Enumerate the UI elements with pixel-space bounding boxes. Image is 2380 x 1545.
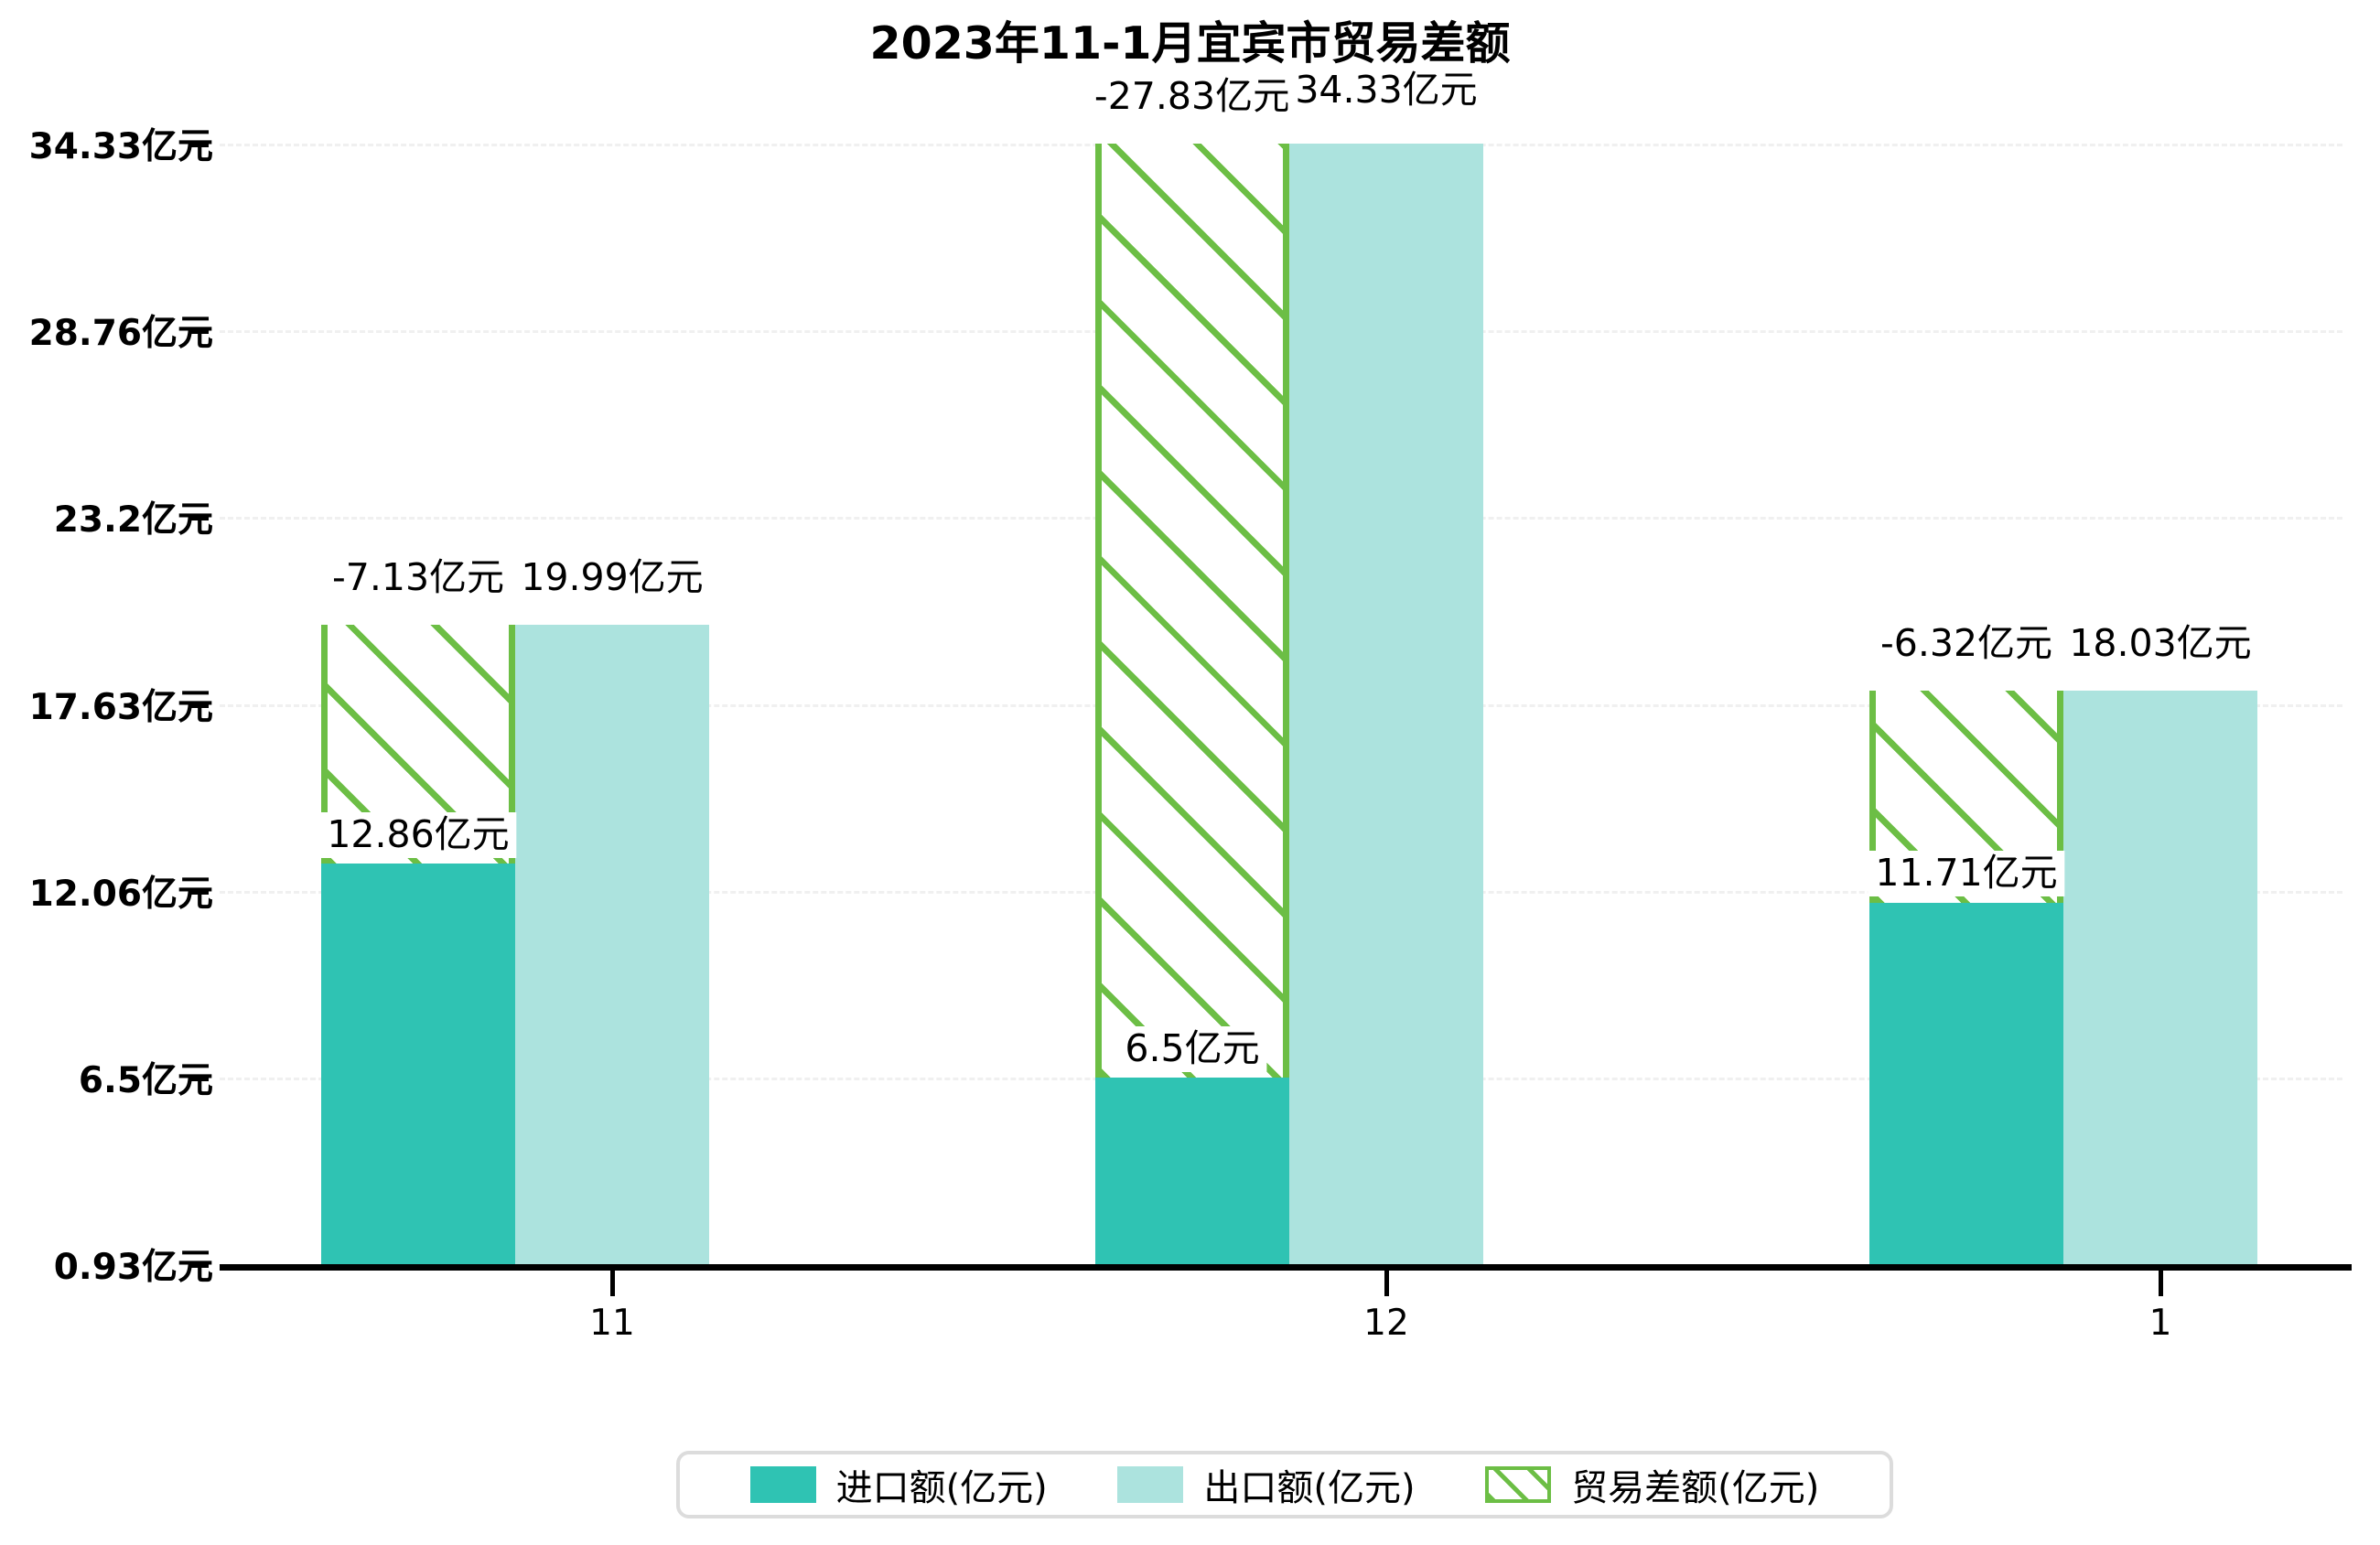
legend-label-export: 出口额(亿元) xyxy=(1203,1467,1416,1509)
plot-area: 34.33亿元 28.76亿元 23.2亿元 17.63亿元 12.06亿元 6… xyxy=(29,68,2342,1288)
x-tickmark-11 xyxy=(610,1271,615,1296)
y-tick-label-1: 28.76亿元 xyxy=(28,313,213,355)
legend-swatch-export-icon xyxy=(1117,1466,1184,1503)
x-axis-line xyxy=(220,1264,2352,1271)
bar-import-1[interactable] xyxy=(1869,902,2063,1264)
legend: 进口额(亿元) 出口额(亿元) 贸易差额(亿元) xyxy=(676,1451,1893,1518)
legend-item-diff[interactable]: 贸易差额(亿元) xyxy=(1485,1458,1819,1511)
value-label-diff-1: -6.32亿元 xyxy=(1872,621,2061,667)
legend-swatch-diff-icon xyxy=(1485,1466,1552,1503)
legend-label-import: 进口额(亿元) xyxy=(835,1467,1048,1509)
legend-item-export[interactable]: 出口额(亿元) xyxy=(1117,1458,1416,1511)
y-tick-label-0: 34.33亿元 xyxy=(28,126,213,167)
y-tick-label-3: 17.63亿元 xyxy=(28,686,213,728)
value-label-import-1: 11.71亿元 xyxy=(1868,851,2065,896)
x-tickmark-1 xyxy=(2159,1271,2163,1296)
y-tickmark xyxy=(188,890,209,895)
bar-export-1[interactable] xyxy=(2063,690,2257,1264)
y-tickmark xyxy=(188,330,209,335)
x-tick-label-12: 12 xyxy=(1363,1303,1409,1344)
bar-diff-12[interactable] xyxy=(1095,144,1289,1078)
value-label-import-11: 12.86亿元 xyxy=(319,812,517,858)
value-label-export-12: 34.33亿元 xyxy=(1287,68,1485,113)
value-label-diff-12: -27.83亿元 xyxy=(1086,74,1298,120)
legend-item-import[interactable]: 进口额(亿元) xyxy=(749,1458,1048,1511)
y-tick-label-6: 0.93亿元 xyxy=(53,1247,213,1288)
x-tickmark-12 xyxy=(1384,1271,1389,1296)
legend-label-diff: 贸易差额(亿元) xyxy=(1571,1467,1820,1509)
x-tick-label-11: 11 xyxy=(589,1303,635,1344)
value-label-diff-11: -7.13亿元 xyxy=(324,555,512,601)
value-label-import-12: 6.5亿元 xyxy=(1117,1026,1267,1072)
bar-import-11[interactable] xyxy=(321,864,515,1264)
value-label-export-11: 19.99亿元 xyxy=(513,555,711,601)
chart-title: 2023年11-1月宜宾市贸易差额 xyxy=(869,17,1511,70)
value-label-export-1: 18.03亿元 xyxy=(2062,621,2259,667)
y-tickmark xyxy=(188,703,209,708)
x-tick-label-1: 1 xyxy=(2148,1303,2172,1344)
y-tickmark xyxy=(188,1077,209,1081)
y-tick-label-5: 6.5亿元 xyxy=(78,1059,213,1101)
bar-import-12[interactable] xyxy=(1095,1077,1289,1264)
bar-export-11[interactable] xyxy=(515,625,709,1264)
y-tick-label-2: 23.2亿元 xyxy=(53,499,213,542)
y-tickmark xyxy=(188,1264,209,1268)
bar-export-12[interactable] xyxy=(1289,144,1483,1264)
y-tickmark xyxy=(188,517,209,521)
legend-swatch-import-icon xyxy=(749,1466,816,1503)
y-tickmark xyxy=(188,144,209,147)
y-tick-label-4: 12.06亿元 xyxy=(28,873,213,915)
